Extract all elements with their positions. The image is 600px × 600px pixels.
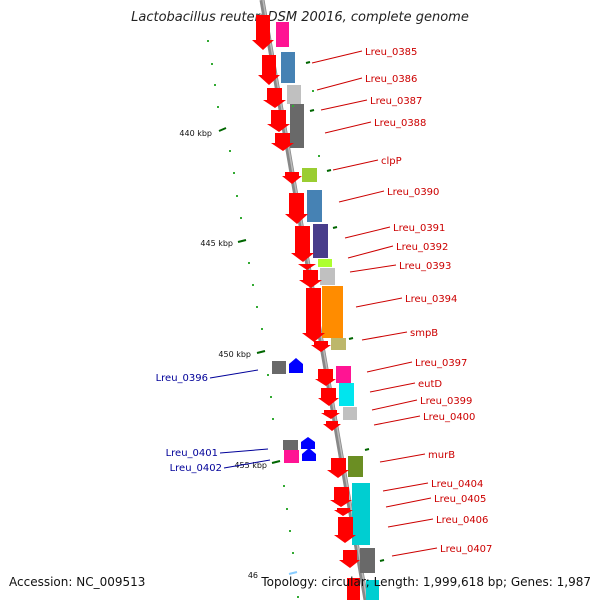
gene-arrow — [339, 550, 360, 568]
feature-block-0388 — [290, 104, 304, 148]
gene-arrow — [318, 388, 339, 406]
reverse-arrow — [302, 448, 316, 461]
forward-labels: Lreu_0385 Lreu_0386 Lreu_0387 Lreu_0388 … — [365, 47, 492, 555]
kbp-tick-label: 440 kbp — [179, 129, 212, 138]
gene-arrow — [299, 270, 322, 288]
kbp-tick-label: 46 — [248, 571, 258, 580]
gene-label-reverse[interactable]: Lreu_0401 — [166, 448, 218, 459]
gene-label[interactable]: Lreu_0404 — [431, 479, 483, 490]
gene-label[interactable]: Lreu_0393 — [399, 261, 451, 272]
gene-label[interactable]: Lreu_0394 — [405, 294, 457, 305]
gene-label[interactable]: Lreu_0386 — [365, 74, 417, 85]
reverse-leader-lines — [209, 369, 271, 469]
feature-block-smpB — [331, 338, 346, 350]
feature-block-murB — [348, 456, 363, 477]
feature-blocks — [276, 22, 379, 600]
gene-arrow — [267, 110, 290, 132]
gene-label[interactable]: Lreu_0385 — [365, 47, 417, 58]
gene-arrow — [282, 172, 302, 184]
gene-label[interactable]: Lreu_0390 — [387, 187, 439, 198]
feature-block-0394 — [322, 286, 343, 338]
feature-block-0407 — [360, 548, 375, 573]
feature-block-0396 — [272, 361, 286, 374]
reverse-features — [272, 358, 316, 463]
gene-arrow — [323, 421, 341, 431]
feature-block-clpP — [302, 168, 317, 182]
gene-arrow — [285, 193, 308, 224]
kbp-tick-label: 450 kbp — [218, 350, 251, 359]
gene-label[interactable]: Lreu_0391 — [393, 223, 445, 234]
feature-block-0408 — [366, 580, 379, 600]
genome-summary: Topology: circular; Length: 1,999,618 bp… — [261, 575, 591, 589]
gene-arrow — [334, 517, 356, 543]
kbp-tick — [288, 571, 298, 575]
kbp-tick-label: 445 kbp — [200, 239, 233, 248]
gene-label[interactable]: Lreu_0400 — [423, 412, 475, 423]
forward-leader-ticks — [305, 61, 385, 562]
gene-arrow — [291, 226, 314, 262]
reverse-arrow — [301, 437, 315, 449]
gene-label-reverse[interactable]: Lreu_0402 — [170, 463, 222, 474]
kbp-tick — [271, 460, 281, 464]
feature-block-0386 — [281, 52, 295, 83]
gene-arrow — [311, 341, 331, 352]
forward-leader-lines — [311, 50, 438, 557]
gene-label[interactable]: Lreu_0405 — [434, 494, 486, 505]
gene-label[interactable]: Lreu_0399 — [420, 396, 472, 407]
gene-arrow — [302, 288, 325, 342]
kbp-tick-label: 455 kbp — [234, 461, 267, 470]
gene-label[interactable]: smpB — [410, 328, 438, 339]
gene-label[interactable]: murB — [428, 450, 455, 461]
kbp-ticks: 440 kbp 445 kbp 450 kbp 455 kbp 46 — [179, 127, 298, 580]
gene-arrow — [347, 578, 360, 600]
gene-arrow — [252, 15, 274, 50]
kbp-tick — [237, 239, 247, 243]
gene-label[interactable]: Lreu_0407 — [440, 544, 492, 555]
reverse-arrow — [289, 358, 303, 373]
feature-block-0404 — [352, 483, 370, 545]
gene-arrow — [330, 487, 352, 507]
gene-label[interactable]: Lreu_0406 — [436, 515, 488, 526]
feature-block-eutD — [339, 383, 354, 406]
gene-label[interactable]: eutD — [418, 379, 442, 390]
gene-label[interactable]: Lreu_0387 — [370, 96, 422, 107]
gene-label[interactable]: clpP — [381, 156, 402, 167]
gene-label[interactable]: Lreu_0397 — [415, 358, 467, 369]
gene-arrow — [327, 458, 349, 478]
feature-block-0397 — [336, 366, 351, 383]
accession-text: Accession: NC_009513 — [9, 575, 146, 589]
gene-label-reverse[interactable]: Lreu_0396 — [156, 373, 208, 384]
map-title: Lactobacillus reuteri DSM 20016, complet… — [131, 10, 469, 25]
gene-label[interactable]: Lreu_0388 — [374, 118, 426, 129]
feature-block-0387 — [287, 85, 301, 104]
gene-arrow — [334, 508, 353, 516]
feature-block-0402 — [284, 450, 299, 463]
gene-label[interactable]: Lreu_0392 — [396, 242, 448, 253]
gene-arrow — [321, 410, 340, 419]
gene-arrow — [271, 133, 294, 151]
feature-block-0399 — [343, 407, 357, 420]
kbp-tick — [218, 127, 227, 132]
gene-arrow — [298, 264, 316, 270]
feature-block-0401 — [283, 440, 298, 450]
feature-block-0393 — [320, 268, 335, 285]
feature-block-0390 — [307, 190, 322, 222]
feature-block-0384 — [276, 22, 289, 47]
feature-block-0392 — [318, 259, 332, 267]
forward-gene-arrows — [252, 15, 360, 600]
feature-block-0391 — [313, 224, 328, 258]
kbp-tick — [256, 350, 266, 354]
scale-dots — [207, 40, 320, 598]
gene-arrow — [315, 369, 336, 386]
gene-arrow — [263, 88, 286, 108]
reverse-labels: Lreu_0396 Lreu_0401 Lreu_0402 — [156, 373, 222, 474]
gene-arrow — [258, 55, 280, 85]
